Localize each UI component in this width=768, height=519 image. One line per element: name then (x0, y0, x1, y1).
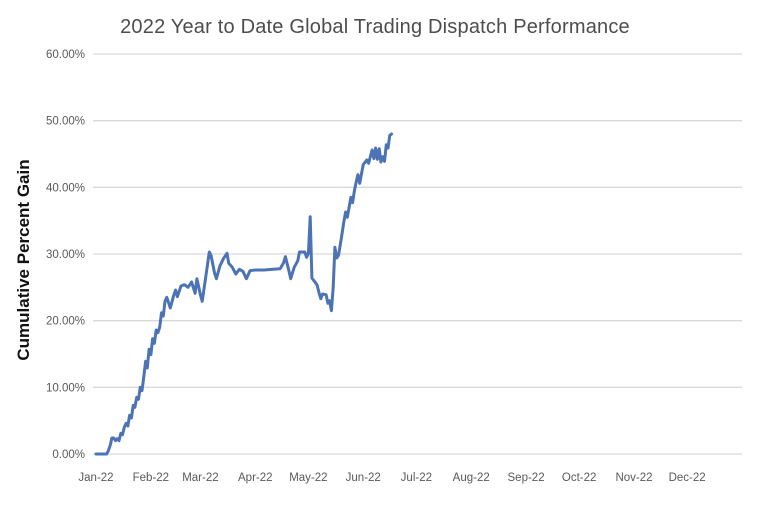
x-tick-label-Nov-22: Nov-22 (615, 472, 652, 484)
y-tick-label-10: 10.00% (46, 382, 85, 394)
y-tick-label-30: 30.00% (46, 249, 85, 261)
x-tick-label-Oct-22: Oct-22 (562, 472, 597, 484)
y-tick-label-50: 50.00% (46, 116, 85, 128)
x-tick-label-Apr-22: Apr-22 (238, 472, 273, 484)
x-tick-label-May-22: May-22 (289, 472, 327, 484)
y-tick-label-20: 20.00% (46, 316, 85, 328)
x-tick-label-Dec-22: Dec-22 (669, 472, 706, 484)
performance-line-series (94, 132, 394, 456)
x-tick-label-Mar-22: Mar-22 (182, 472, 218, 484)
x-tick-label-Sep-22: Sep-22 (508, 472, 545, 484)
x-tick-label-Jul-22: Jul-22 (401, 472, 432, 484)
y-axis-title: Cumulative Percent Gain (14, 159, 33, 361)
x-tick-label-Feb-22: Feb-22 (133, 472, 169, 484)
chart-title: 2022 Year to Date Global Trading Dispatc… (120, 16, 630, 38)
x-tick-label-Jan-22: Jan-22 (78, 472, 113, 484)
y-tick-label-60: 60.00% (46, 49, 85, 61)
x-tick-label-Aug-22: Aug-22 (453, 472, 490, 484)
x-tick-label-Jun-22: Jun-22 (346, 472, 381, 484)
y-tick-label-40: 40.00% (46, 182, 85, 194)
y-tick-label-0: 0.00% (52, 449, 85, 461)
